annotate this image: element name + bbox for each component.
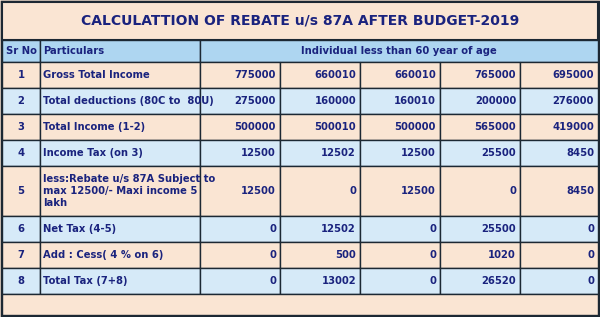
FancyBboxPatch shape	[440, 140, 520, 166]
Text: Total Tax (7+8): Total Tax (7+8)	[43, 276, 128, 286]
Text: 0: 0	[349, 186, 356, 196]
FancyBboxPatch shape	[2, 140, 40, 166]
Text: 500: 500	[335, 250, 356, 260]
Text: 0: 0	[509, 186, 516, 196]
Text: 695000: 695000	[553, 70, 594, 80]
Text: 2: 2	[17, 96, 25, 106]
Text: 8450: 8450	[566, 148, 594, 158]
Text: CALCULATTION OF REBATE u/s 87A AFTER BUDGET-2019: CALCULATTION OF REBATE u/s 87A AFTER BUD…	[81, 14, 519, 28]
FancyBboxPatch shape	[520, 242, 598, 268]
Text: 12502: 12502	[321, 148, 356, 158]
FancyBboxPatch shape	[520, 114, 598, 140]
FancyBboxPatch shape	[280, 268, 360, 294]
FancyBboxPatch shape	[200, 166, 280, 216]
Text: 0: 0	[429, 250, 436, 260]
FancyBboxPatch shape	[200, 216, 280, 242]
Text: Total Income (1-2): Total Income (1-2)	[43, 122, 145, 132]
Text: 160010: 160010	[394, 96, 436, 106]
Text: Total deductions (80C to  80U): Total deductions (80C to 80U)	[43, 96, 214, 106]
FancyBboxPatch shape	[200, 140, 280, 166]
Text: 25500: 25500	[481, 148, 516, 158]
Text: 1: 1	[17, 70, 25, 80]
FancyBboxPatch shape	[520, 140, 598, 166]
FancyBboxPatch shape	[2, 242, 40, 268]
Text: 0: 0	[587, 224, 594, 234]
FancyBboxPatch shape	[2, 166, 40, 216]
Text: 276000: 276000	[553, 96, 594, 106]
Text: 200000: 200000	[475, 96, 516, 106]
FancyBboxPatch shape	[2, 294, 598, 315]
FancyBboxPatch shape	[40, 140, 200, 166]
FancyBboxPatch shape	[2, 2, 598, 40]
Text: Individual less than 60 year of age: Individual less than 60 year of age	[301, 46, 497, 56]
Text: 12500: 12500	[241, 148, 276, 158]
Text: 0: 0	[269, 224, 276, 234]
FancyBboxPatch shape	[440, 268, 520, 294]
FancyBboxPatch shape	[40, 216, 200, 242]
Text: 3: 3	[17, 122, 25, 132]
Text: 12500: 12500	[401, 186, 436, 196]
FancyBboxPatch shape	[200, 114, 280, 140]
FancyBboxPatch shape	[360, 62, 440, 88]
FancyBboxPatch shape	[440, 242, 520, 268]
Text: 8: 8	[17, 276, 25, 286]
FancyBboxPatch shape	[40, 268, 200, 294]
FancyBboxPatch shape	[520, 216, 598, 242]
FancyBboxPatch shape	[520, 88, 598, 114]
FancyBboxPatch shape	[40, 40, 200, 62]
Text: 12502: 12502	[321, 224, 356, 234]
Text: 7: 7	[17, 250, 25, 260]
FancyBboxPatch shape	[40, 88, 200, 114]
FancyBboxPatch shape	[40, 62, 200, 88]
Text: Net Tax (4-5): Net Tax (4-5)	[43, 224, 116, 234]
Text: 0: 0	[269, 250, 276, 260]
FancyBboxPatch shape	[360, 242, 440, 268]
Text: less:Rebate u/s 87A Subject to
max 12500/- Maxi income 5
lakh: less:Rebate u/s 87A Subject to max 12500…	[43, 174, 215, 208]
Text: 275000: 275000	[235, 96, 276, 106]
Text: 0: 0	[587, 250, 594, 260]
Text: 4: 4	[17, 148, 25, 158]
Text: 419000: 419000	[552, 122, 594, 132]
Text: 26520: 26520	[481, 276, 516, 286]
FancyBboxPatch shape	[280, 140, 360, 166]
FancyBboxPatch shape	[2, 114, 40, 140]
FancyBboxPatch shape	[280, 62, 360, 88]
FancyBboxPatch shape	[520, 268, 598, 294]
Text: 0: 0	[587, 276, 594, 286]
Text: 12500: 12500	[401, 148, 436, 158]
Text: 8450: 8450	[566, 186, 594, 196]
Text: 565000: 565000	[475, 122, 516, 132]
FancyBboxPatch shape	[520, 62, 598, 88]
FancyBboxPatch shape	[2, 88, 40, 114]
Text: Income Tax (on 3): Income Tax (on 3)	[43, 148, 143, 158]
FancyBboxPatch shape	[2, 268, 40, 294]
Text: 0: 0	[269, 276, 276, 286]
FancyBboxPatch shape	[200, 268, 280, 294]
Text: 765000: 765000	[475, 70, 516, 80]
Text: 500000: 500000	[235, 122, 276, 132]
FancyBboxPatch shape	[280, 166, 360, 216]
FancyBboxPatch shape	[520, 166, 598, 216]
Text: Gross Total Income: Gross Total Income	[43, 70, 150, 80]
FancyBboxPatch shape	[440, 62, 520, 88]
FancyBboxPatch shape	[440, 216, 520, 242]
Text: 6: 6	[17, 224, 25, 234]
Text: 775000: 775000	[235, 70, 276, 80]
Text: 0: 0	[429, 276, 436, 286]
FancyBboxPatch shape	[200, 242, 280, 268]
FancyBboxPatch shape	[440, 114, 520, 140]
FancyBboxPatch shape	[2, 40, 40, 62]
FancyBboxPatch shape	[200, 88, 280, 114]
Text: Sr No: Sr No	[5, 46, 37, 56]
FancyBboxPatch shape	[280, 88, 360, 114]
FancyBboxPatch shape	[2, 62, 40, 88]
FancyBboxPatch shape	[360, 268, 440, 294]
FancyBboxPatch shape	[200, 62, 280, 88]
FancyBboxPatch shape	[2, 216, 40, 242]
FancyBboxPatch shape	[40, 114, 200, 140]
Text: 5: 5	[17, 186, 25, 196]
FancyBboxPatch shape	[360, 88, 440, 114]
Text: 13002: 13002	[322, 276, 356, 286]
FancyBboxPatch shape	[360, 166, 440, 216]
